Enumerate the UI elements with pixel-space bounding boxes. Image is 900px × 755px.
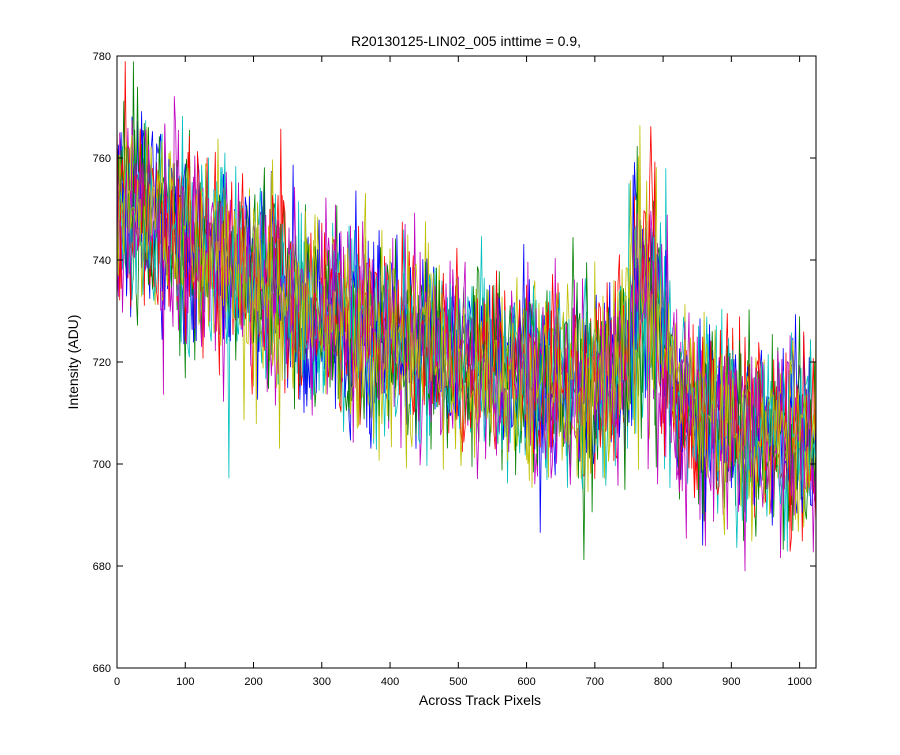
y-tick-label: 720 [93,357,111,369]
tick-layer: 0 100 200 300 400 500 600 700 800 900 1000 660 680 70… [93,51,816,688]
y-axis-label: Intensity (ADU) [65,315,81,410]
y-tick-label: 660 [93,663,111,675]
y-tick-label: 740 [93,255,111,267]
series-layer [116,61,817,572]
y-tick-label: 780 [93,51,111,63]
x-tick-label: 500 [449,676,467,688]
x-tick-label: 700 [586,676,604,688]
y-tick-label: 680 [93,561,111,573]
x-tick-label: 100 [176,676,194,688]
x-tick-label: 300 [313,676,331,688]
x-tick-label: 900 [722,676,740,688]
x-tick-label: 400 [381,676,399,688]
x-tick-label: 600 [517,676,535,688]
y-tick-label: 760 [93,153,111,165]
x-tick-label: 1000 [787,676,811,688]
x-tick-label: 200 [244,676,262,688]
y-tick-label: 700 [93,459,111,471]
x-axis-label: Across Track Pixels [419,692,541,708]
x-tick-label: 0 [114,676,120,688]
chart-title: R20130125-LIN02_005 inttime = 0.9, [351,33,581,49]
x-tick-label: 800 [654,676,672,688]
series-line [116,125,817,535]
